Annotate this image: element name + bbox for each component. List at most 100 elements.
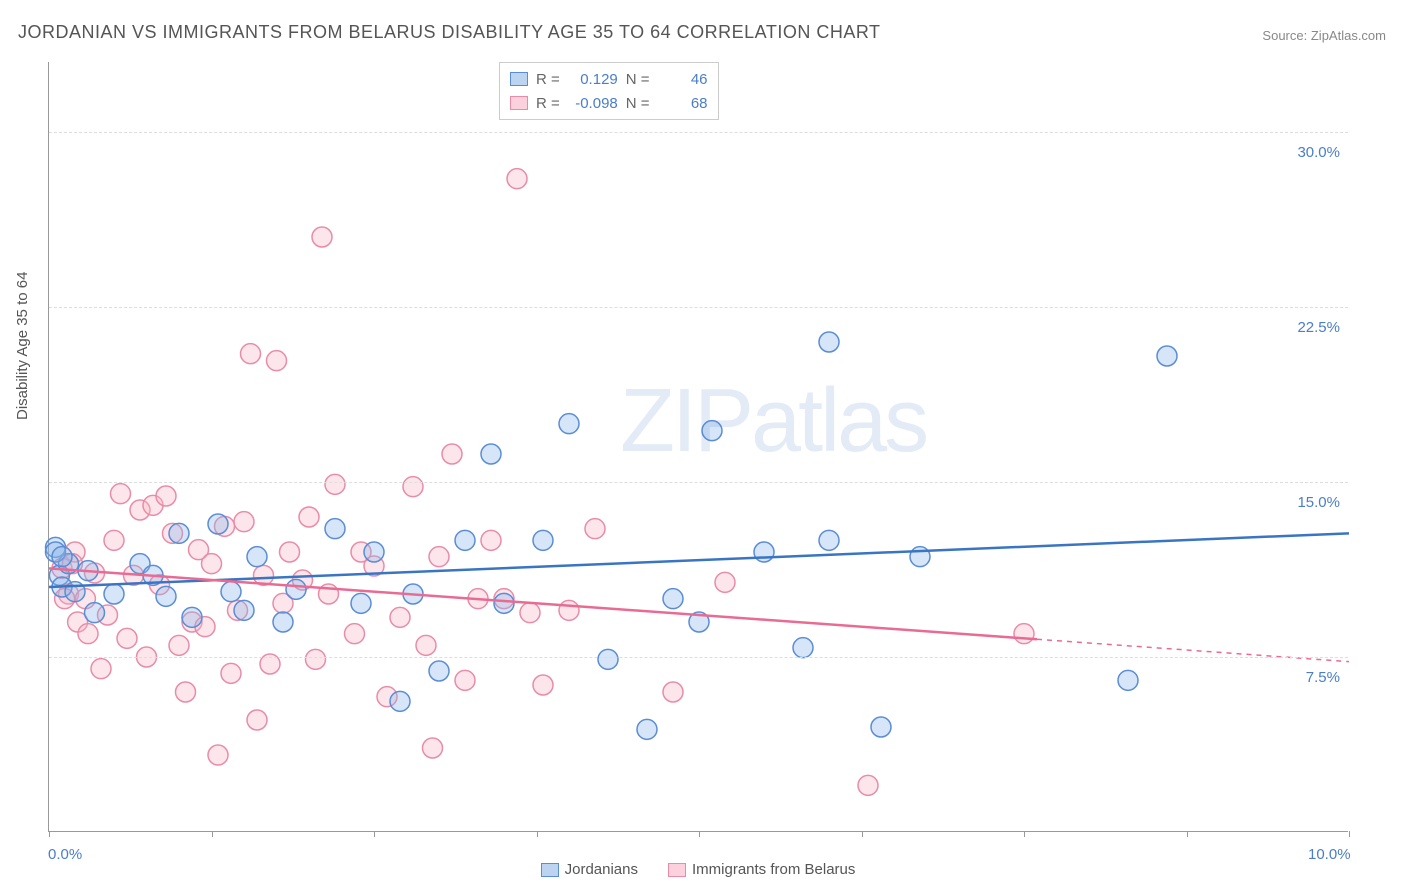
y-tick-label: 22.5%	[1290, 319, 1340, 336]
stat-n-value-0: 46	[658, 71, 708, 88]
swatch-series-0	[510, 72, 528, 86]
scatter-point	[455, 670, 475, 690]
scatter-point	[351, 593, 371, 613]
scatter-point	[156, 586, 176, 606]
scatter-point	[221, 663, 241, 683]
scatter-point	[234, 600, 254, 620]
scatter-point	[176, 682, 196, 702]
scatter-point	[871, 717, 891, 737]
stats-row-series-1: R = -0.098 N = 68	[510, 91, 708, 115]
scatter-point	[390, 691, 410, 711]
scatter-point	[111, 484, 131, 504]
scatter-point	[280, 542, 300, 562]
y-tick-label: 15.0%	[1290, 494, 1340, 511]
scatter-point	[494, 593, 514, 613]
scatter-point	[559, 600, 579, 620]
scatter-point	[533, 675, 553, 695]
x-tick-mark	[212, 831, 213, 837]
scatter-point	[533, 530, 553, 550]
swatch-series-1	[510, 96, 528, 110]
scatter-point	[702, 421, 722, 441]
scatter-point	[429, 547, 449, 567]
scatter-point	[585, 519, 605, 539]
scatter-point	[241, 344, 261, 364]
regression-line-dashed	[1037, 639, 1349, 661]
scatter-point	[507, 169, 527, 189]
scatter-point	[234, 512, 254, 532]
legend-item-0: Jordanians	[541, 861, 638, 878]
gridline-h	[49, 657, 1348, 658]
scatter-point	[715, 572, 735, 592]
plot-area: R = 0.129 N = 46 R = -0.098 N = 68 7.5% 1…	[48, 62, 1348, 832]
source-attribution: Source: ZipAtlas.com	[1262, 28, 1386, 43]
stat-r-label-0: R =	[536, 71, 560, 88]
scatter-point	[52, 547, 72, 567]
scatter-point	[1157, 346, 1177, 366]
scatter-point	[117, 628, 137, 648]
scatter-point	[208, 514, 228, 534]
scatter-point	[403, 477, 423, 497]
scatter-point	[299, 507, 319, 527]
scatter-point	[91, 659, 111, 679]
source-label: Source:	[1262, 28, 1307, 43]
scatter-point	[221, 582, 241, 602]
scatter-point	[663, 589, 683, 609]
x-tick-mark	[862, 831, 863, 837]
scatter-point	[455, 530, 475, 550]
scatter-point	[208, 745, 228, 765]
scatter-point	[345, 624, 365, 644]
stat-r-label-1: R =	[536, 95, 560, 112]
x-tick-mark	[1187, 831, 1188, 837]
scatter-point	[104, 530, 124, 550]
scatter-point	[481, 530, 501, 550]
scatter-point	[202, 554, 222, 574]
stat-n-value-1: 68	[658, 95, 708, 112]
scatter-point	[267, 351, 287, 371]
y-tick-label: 30.0%	[1290, 144, 1340, 161]
x-tick-mark	[1349, 831, 1350, 837]
scatter-point	[1118, 670, 1138, 690]
source-name: ZipAtlas.com	[1311, 28, 1386, 43]
x-tick-mark	[537, 831, 538, 837]
scatter-point	[156, 486, 176, 506]
scatter-point	[325, 474, 345, 494]
legend-swatch-0	[541, 863, 559, 877]
chart-title: JORDANIAN VS IMMIGRANTS FROM BELARUS DIS…	[18, 22, 881, 43]
x-tick-label: 10.0%	[1308, 846, 1351, 863]
legend-label-0: Jordanians	[565, 861, 638, 878]
scatter-point	[416, 635, 436, 655]
gridline-h	[49, 307, 1348, 308]
scatter-point	[247, 710, 267, 730]
x-tick-mark	[49, 831, 50, 837]
y-tick-label: 7.5%	[1290, 669, 1340, 686]
x-tick-mark	[1024, 831, 1025, 837]
scatter-point	[390, 607, 410, 627]
scatter-point	[306, 649, 326, 669]
gridline-h	[49, 132, 1348, 133]
stat-r-value-1: -0.098	[568, 95, 618, 112]
scatter-point	[559, 414, 579, 434]
x-tick-mark	[699, 831, 700, 837]
scatter-point	[819, 332, 839, 352]
scatter-point	[286, 579, 306, 599]
scatter-point	[364, 542, 384, 562]
scatter-point	[429, 661, 449, 681]
stats-row-series-0: R = 0.129 N = 46	[510, 67, 708, 91]
scatter-point	[169, 523, 189, 543]
legend-swatch-1	[668, 863, 686, 877]
scatter-point	[481, 444, 501, 464]
x-tick-mark	[374, 831, 375, 837]
scatter-point	[312, 227, 332, 247]
regression-line	[49, 533, 1349, 587]
scatter-point	[520, 603, 540, 623]
scatter-point	[85, 603, 105, 623]
stats-legend-box: R = 0.129 N = 46 R = -0.098 N = 68	[499, 62, 719, 120]
scatter-point	[637, 719, 657, 739]
scatter-point	[325, 519, 345, 539]
scatter-point	[247, 547, 267, 567]
stat-r-value-0: 0.129	[568, 71, 618, 88]
scatter-point	[793, 638, 813, 658]
legend-label-1: Immigrants from Belarus	[692, 861, 855, 878]
scatter-point	[169, 635, 189, 655]
x-tick-label: 0.0%	[48, 846, 82, 863]
